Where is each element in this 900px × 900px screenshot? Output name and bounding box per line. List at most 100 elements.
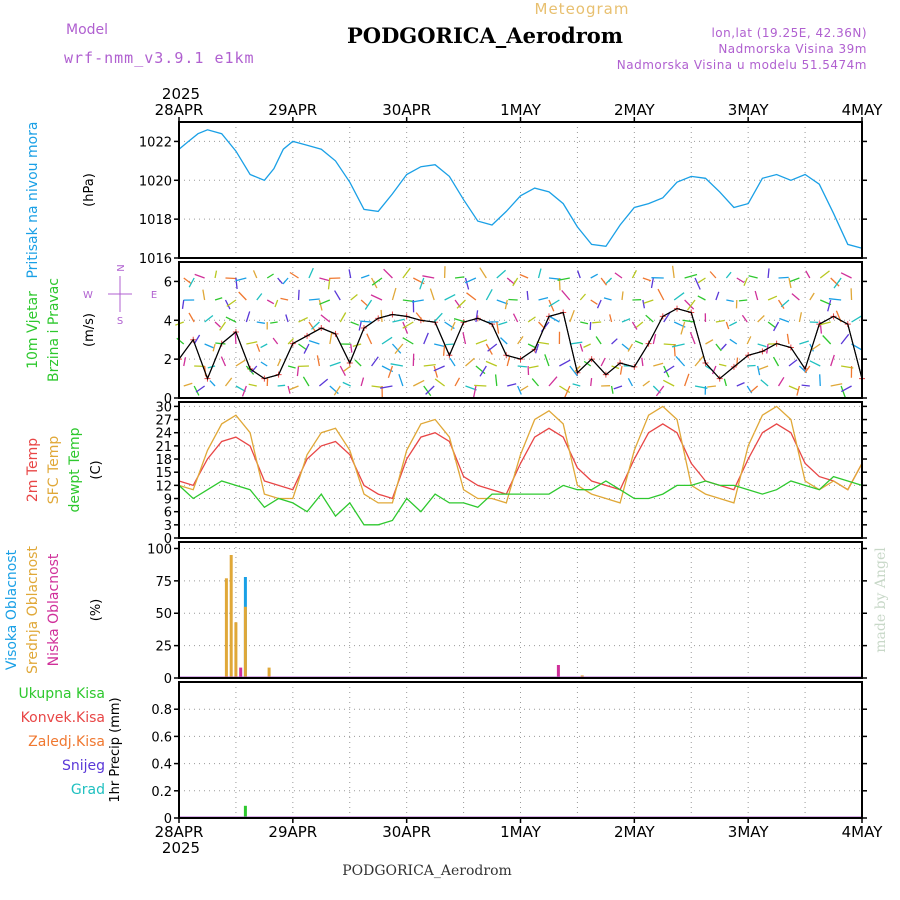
cloud-unit-label: (%) xyxy=(89,599,104,622)
wind-arrow xyxy=(364,299,373,310)
wind-arrow xyxy=(350,321,360,326)
wind-arrow xyxy=(574,365,581,373)
wind-arrow xyxy=(219,321,227,331)
station-title: PODGORICA_Aerodrom xyxy=(347,23,623,48)
wind-arrow xyxy=(777,376,785,387)
wind-arrow xyxy=(204,314,214,323)
temperature-ylabel: SFC Temp xyxy=(46,436,62,505)
wind-arrow xyxy=(274,299,279,308)
wind-arrow xyxy=(260,343,268,349)
cloud-ytick-label: 50 xyxy=(155,607,172,622)
wind-arrow xyxy=(673,292,685,301)
wind-arrow xyxy=(318,299,323,311)
wind-arrow xyxy=(176,337,185,345)
wind-arrow xyxy=(718,363,727,367)
precip-ylabel: 1hr Precip (mm) xyxy=(108,697,123,802)
wind-arrow xyxy=(526,290,529,301)
wind-arrow xyxy=(788,385,799,391)
wind-arrow xyxy=(680,321,686,335)
temperature-ytick-label: 0 xyxy=(164,532,172,547)
wind-arrow xyxy=(548,315,560,323)
wind-arrow xyxy=(536,341,550,345)
wind-arrow xyxy=(583,343,591,348)
wind-arrow xyxy=(238,291,247,301)
wind-arrow xyxy=(600,277,608,286)
wind-arrow xyxy=(423,332,429,345)
wind-arrow xyxy=(226,299,237,307)
wind-arrow xyxy=(590,378,593,387)
wind-arrow xyxy=(767,268,770,279)
wind-arrow xyxy=(723,378,727,387)
compass-rose-icon xyxy=(108,276,132,312)
wind-arrow xyxy=(798,312,803,323)
wind-arrow xyxy=(371,356,379,367)
wind-arrow xyxy=(590,299,598,305)
wind-arrow xyxy=(736,382,745,387)
wind-arrow xyxy=(320,314,331,323)
model-elevation-label: Nadmorska Visina u modelu 51.5474m xyxy=(617,58,867,72)
wind-arrow xyxy=(758,365,769,371)
wind-arrow xyxy=(773,321,780,332)
wind-arrow xyxy=(822,335,832,345)
pressure-ylabel: Pritisak na nivou mora xyxy=(25,121,41,278)
wind-arrow xyxy=(725,321,730,330)
wind-arrow xyxy=(627,377,634,387)
wind-arrow xyxy=(697,277,706,284)
wind-arrow xyxy=(682,319,696,323)
wind-arrow xyxy=(619,365,623,375)
wind-arrow xyxy=(534,343,540,354)
wind-arrow xyxy=(464,277,477,284)
time-tick-label-top: 1MAY xyxy=(500,101,542,119)
temperature-ytick-label: 30 xyxy=(155,400,172,415)
wind-arrow xyxy=(204,343,215,349)
precip-bar xyxy=(243,805,247,818)
year-label-bottom: 2025 xyxy=(162,839,200,857)
wind-arrow xyxy=(531,378,540,387)
wind-arrow xyxy=(788,359,798,367)
wind-arrow xyxy=(697,295,706,301)
wind-arrow xyxy=(655,385,665,397)
wind-arrow xyxy=(569,309,575,323)
wind-arrow xyxy=(517,385,522,395)
cloud-panel: 0 25 50 75 100 Visoka Oblacnost Srednja Oblacn… xyxy=(4,541,867,687)
precip-ytick-label: 0.6 xyxy=(151,730,172,745)
wind-arrow xyxy=(663,365,675,374)
precip-ytick-label: 0 xyxy=(164,812,172,827)
compass-east-label: E xyxy=(151,290,157,301)
cloud-bar xyxy=(239,667,243,678)
wind-arrow xyxy=(339,365,346,377)
wind-arrow xyxy=(475,310,479,323)
temperature-ytick-label: 18 xyxy=(155,453,172,468)
wind-arrow xyxy=(621,291,624,301)
wind-arrow xyxy=(564,385,571,398)
wind-arrow xyxy=(641,357,644,367)
wind-arrow xyxy=(600,357,606,367)
wind-arrow xyxy=(614,272,623,279)
wind-arrow xyxy=(487,343,498,352)
wind-arrow xyxy=(207,365,216,369)
wind-arrow xyxy=(519,273,529,279)
wind-arrow xyxy=(715,343,722,352)
wind-arrow xyxy=(686,299,696,311)
wind-arrow xyxy=(371,277,383,286)
year-label-top: 2025 xyxy=(162,85,200,103)
wind-arrow xyxy=(402,321,409,334)
cloud-ytick-label: 75 xyxy=(155,575,172,590)
wind-arrow xyxy=(303,343,310,354)
wind-arrow xyxy=(272,337,279,345)
wind-arrow xyxy=(788,277,792,289)
wind-arrow xyxy=(694,277,701,290)
wind-arrow xyxy=(445,343,456,346)
cloud-bar xyxy=(243,606,247,678)
wind-arrow xyxy=(193,334,201,345)
wind-arrow xyxy=(786,333,790,345)
wind-arrow xyxy=(454,276,465,279)
wind-arrow xyxy=(508,298,518,301)
wind-arrow xyxy=(650,277,654,289)
wind-arrow xyxy=(791,293,800,301)
wind-arrow xyxy=(235,277,247,282)
wind-arrow xyxy=(500,337,508,345)
wind-arrow xyxy=(434,378,445,387)
wind-arrow xyxy=(193,385,200,396)
temperature-ytick-label: 12 xyxy=(155,479,172,494)
